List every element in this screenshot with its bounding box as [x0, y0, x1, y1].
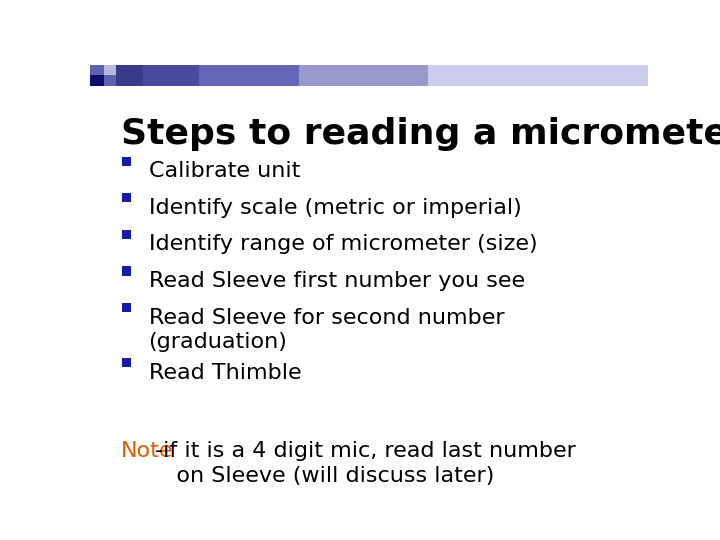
FancyBboxPatch shape	[122, 303, 131, 312]
FancyBboxPatch shape	[104, 75, 116, 85]
FancyBboxPatch shape	[90, 65, 112, 85]
FancyBboxPatch shape	[122, 266, 131, 275]
FancyBboxPatch shape	[199, 65, 300, 85]
FancyBboxPatch shape	[90, 65, 104, 75]
Text: Note: Note	[121, 441, 174, 461]
FancyBboxPatch shape	[122, 157, 131, 166]
Text: Identify range of micrometer (size): Identify range of micrometer (size)	[148, 234, 537, 254]
FancyBboxPatch shape	[428, 65, 648, 85]
FancyBboxPatch shape	[112, 65, 143, 85]
FancyBboxPatch shape	[90, 75, 104, 85]
FancyBboxPatch shape	[122, 230, 131, 239]
Text: -if it is a 4 digit mic, read last number
   on Sleeve (will discuss later): -if it is a 4 digit mic, read last numbe…	[156, 441, 576, 486]
Text: Read Sleeve for second number
(graduation): Read Sleeve for second number (graduatio…	[148, 308, 504, 353]
FancyBboxPatch shape	[122, 358, 131, 367]
Text: Read Thimble: Read Thimble	[148, 362, 301, 382]
Text: Read Sleeve first number you see: Read Sleeve first number you see	[148, 271, 525, 291]
FancyBboxPatch shape	[104, 65, 116, 75]
Text: Identify scale (metric or imperial): Identify scale (metric or imperial)	[148, 198, 521, 218]
FancyBboxPatch shape	[122, 193, 131, 202]
Text: Steps to reading a micrometer: Steps to reading a micrometer	[121, 117, 720, 151]
FancyBboxPatch shape	[143, 65, 199, 85]
FancyBboxPatch shape	[300, 65, 428, 85]
Text: Calibrate unit: Calibrate unit	[148, 161, 300, 181]
